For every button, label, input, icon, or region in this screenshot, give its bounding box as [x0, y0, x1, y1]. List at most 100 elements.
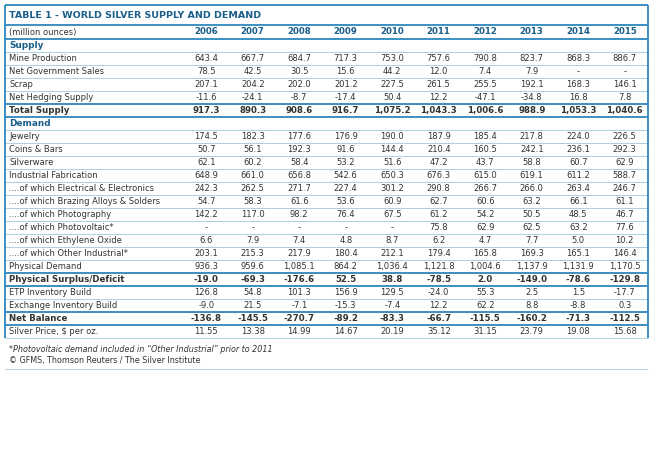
Text: 301.2: 301.2	[381, 184, 404, 193]
Text: 4.8: 4.8	[339, 236, 353, 245]
Text: 1.5: 1.5	[571, 288, 585, 297]
Text: 192.3: 192.3	[287, 145, 311, 154]
Text: 1,085.1: 1,085.1	[283, 262, 315, 271]
Text: ....of which Brazing Alloys & Solders: ....of which Brazing Alloys & Solders	[9, 197, 160, 206]
Text: 53.6: 53.6	[336, 197, 355, 206]
Text: 5.0: 5.0	[571, 236, 585, 245]
Text: 255.5: 255.5	[473, 80, 497, 89]
Text: 177.6: 177.6	[287, 132, 311, 141]
Text: 204.2: 204.2	[241, 80, 264, 89]
Text: 916.7: 916.7	[332, 106, 360, 115]
Text: Industrial Fabrication: Industrial Fabrication	[9, 171, 98, 180]
Text: 11.55: 11.55	[195, 327, 218, 336]
Text: Net Hedging Supply: Net Hedging Supply	[9, 93, 93, 102]
Text: 76.4: 76.4	[336, 210, 355, 219]
Text: -15.3: -15.3	[335, 301, 357, 310]
Text: Net Balance: Net Balance	[9, 314, 67, 323]
Text: © GFMS, Thomson Reuters / The Silver Institute: © GFMS, Thomson Reuters / The Silver Ins…	[9, 356, 200, 365]
Text: 60.9: 60.9	[383, 197, 402, 206]
Text: 542.6: 542.6	[334, 171, 358, 180]
Text: 1,004.6: 1,004.6	[470, 262, 501, 271]
Text: -17.4: -17.4	[335, 93, 357, 102]
Text: 217.8: 217.8	[520, 132, 544, 141]
Text: 2013: 2013	[520, 27, 544, 36]
Text: 227.5: 227.5	[381, 80, 404, 89]
Text: ....of which Other Industrial*: ....of which Other Industrial*	[9, 249, 128, 258]
Text: Supply: Supply	[9, 41, 43, 50]
Text: 212.1: 212.1	[381, 249, 404, 258]
Text: 98.2: 98.2	[290, 210, 308, 219]
Text: 2007: 2007	[241, 27, 264, 36]
Text: 156.9: 156.9	[334, 288, 358, 297]
Text: -145.5: -145.5	[237, 314, 268, 323]
Text: 1,043.3: 1,043.3	[421, 106, 457, 115]
Text: 8.8: 8.8	[525, 301, 539, 310]
Text: 44.2: 44.2	[383, 67, 402, 76]
Text: -176.6: -176.6	[283, 275, 315, 284]
Text: Jewelry: Jewelry	[9, 132, 40, 141]
Text: 242.3: 242.3	[195, 184, 218, 193]
Text: 50.5: 50.5	[522, 210, 541, 219]
Text: 53.2: 53.2	[336, 158, 355, 167]
Text: 6.2: 6.2	[432, 236, 445, 245]
Text: -89.2: -89.2	[333, 314, 358, 323]
Text: -8.8: -8.8	[570, 301, 586, 310]
Text: 2010: 2010	[381, 27, 404, 36]
Text: 176.9: 176.9	[334, 132, 358, 141]
Text: 144.4: 144.4	[381, 145, 404, 154]
Text: 215.3: 215.3	[241, 249, 264, 258]
Text: -66.7: -66.7	[426, 314, 451, 323]
Text: 886.7: 886.7	[613, 54, 637, 63]
Text: 13.38: 13.38	[241, 327, 264, 336]
Text: 179.4: 179.4	[427, 249, 451, 258]
Text: 1,006.6: 1,006.6	[467, 106, 503, 115]
Text: 35.12: 35.12	[427, 327, 451, 336]
Text: 47.2: 47.2	[430, 158, 448, 167]
Text: 23.79: 23.79	[520, 327, 544, 336]
Text: 0.3: 0.3	[618, 301, 631, 310]
Text: 182.3: 182.3	[241, 132, 264, 141]
Text: 52.5: 52.5	[335, 275, 357, 284]
Text: 1,131.9: 1,131.9	[562, 262, 594, 271]
Text: 129.5: 129.5	[381, 288, 404, 297]
Text: Physical Surplus/Deficit: Physical Surplus/Deficit	[9, 275, 125, 284]
Text: 14.99: 14.99	[287, 327, 311, 336]
Text: 266.7: 266.7	[473, 184, 497, 193]
Text: 174.5: 174.5	[195, 132, 218, 141]
Text: 192.1: 192.1	[520, 80, 543, 89]
Text: 2012: 2012	[473, 27, 497, 36]
Text: 1,121.8: 1,121.8	[423, 262, 454, 271]
Text: 61.2: 61.2	[430, 210, 448, 219]
Text: 236.1: 236.1	[566, 145, 590, 154]
Text: 2.5: 2.5	[525, 288, 538, 297]
Text: 217.9: 217.9	[287, 249, 311, 258]
Text: -: -	[205, 223, 208, 232]
Text: 67.5: 67.5	[383, 210, 402, 219]
Text: 717.3: 717.3	[334, 54, 358, 63]
Text: 51.6: 51.6	[383, 158, 402, 167]
Text: 2009: 2009	[334, 27, 358, 36]
Text: 266.0: 266.0	[520, 184, 544, 193]
Text: 242.1: 242.1	[520, 145, 543, 154]
Text: 165.8: 165.8	[473, 249, 497, 258]
Text: -7.1: -7.1	[291, 301, 308, 310]
Text: 63.2: 63.2	[569, 223, 588, 232]
Text: -: -	[344, 223, 347, 232]
Text: 43.7: 43.7	[476, 158, 494, 167]
Text: 2008: 2008	[287, 27, 311, 36]
Text: Net Government Sales: Net Government Sales	[9, 67, 104, 76]
Text: 588.7: 588.7	[613, 171, 637, 180]
Text: 1,137.9: 1,137.9	[516, 262, 548, 271]
Text: 2006: 2006	[195, 27, 218, 36]
Text: Physical Demand: Physical Demand	[9, 262, 82, 271]
Text: 190.0: 190.0	[381, 132, 404, 141]
Text: 224.0: 224.0	[566, 132, 590, 141]
Text: 263.4: 263.4	[566, 184, 590, 193]
Text: 261.5: 261.5	[427, 80, 451, 89]
Text: ETP Inventory Build: ETP Inventory Build	[9, 288, 91, 297]
Text: -34.8: -34.8	[521, 93, 543, 102]
Text: -115.5: -115.5	[470, 314, 501, 323]
Text: -: -	[298, 223, 301, 232]
Text: 648.9: 648.9	[195, 171, 218, 180]
Text: 203.1: 203.1	[195, 249, 218, 258]
